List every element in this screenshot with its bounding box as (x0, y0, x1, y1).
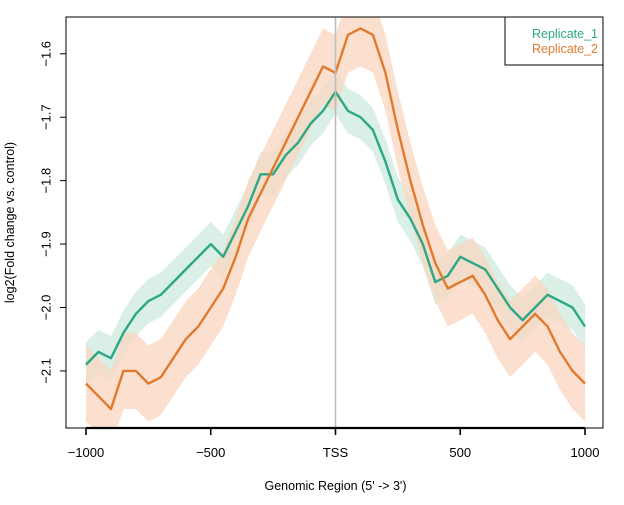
x-tick-label: −1000 (68, 445, 105, 460)
x-axis-title: Genomic Region (5' -> 3') (265, 479, 407, 493)
confidence-bands (86, 17, 585, 428)
y-tick-label: −1.8 (38, 168, 53, 194)
y-axis-title: log2(Fold change vs. control) (3, 142, 17, 303)
y-tick-label: −2.0 (38, 295, 53, 321)
x-tick-label: 1000 (571, 445, 600, 460)
y-tick-label: −2.1 (38, 358, 53, 384)
band-series-2 (86, 17, 585, 428)
x-axis: −1000 −500 TSS 500 1000 (68, 426, 600, 460)
y-tick-label: −1.9 (38, 231, 53, 257)
y-axis: −1.6 −1.7 −1.8 −1.9 −2.0 −2.1 (38, 41, 66, 384)
legend-entry-1: Replicate_1 (532, 27, 598, 41)
legend-entry-2: Replicate_2 (532, 42, 598, 56)
y-tick-label: −1.6 (38, 41, 53, 67)
legend-box (504, 16, 604, 66)
x-tick-label: −500 (196, 445, 225, 460)
y-tick-label: −1.7 (38, 104, 53, 130)
x-tick-label: TSS (323, 445, 349, 460)
x-tick-label: 500 (449, 445, 471, 460)
